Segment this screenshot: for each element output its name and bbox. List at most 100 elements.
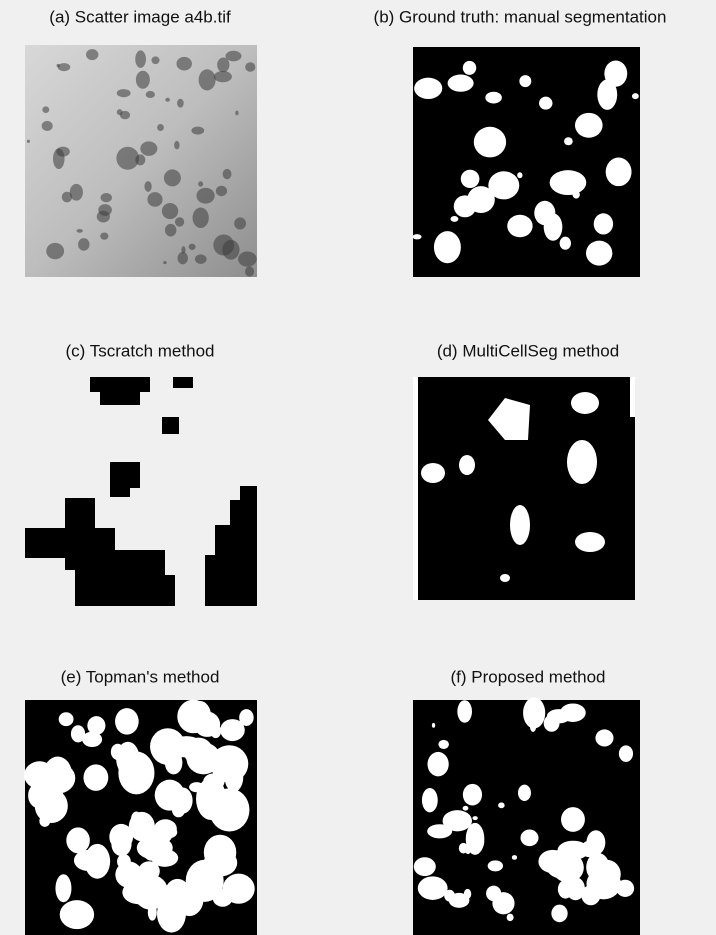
blob bbox=[27, 140, 30, 143]
blob bbox=[558, 880, 573, 899]
blob bbox=[157, 124, 164, 131]
blob bbox=[210, 724, 221, 738]
blob bbox=[486, 886, 501, 902]
blob bbox=[175, 217, 184, 226]
blob bbox=[55, 874, 71, 902]
blob bbox=[567, 440, 597, 484]
blob bbox=[507, 914, 514, 922]
blob bbox=[165, 98, 170, 102]
blob bbox=[217, 58, 229, 73]
caption: (a) Scatter image a4b.tif bbox=[49, 7, 231, 26]
blob bbox=[117, 89, 131, 97]
blob bbox=[550, 170, 587, 195]
blob bbox=[193, 207, 209, 228]
blob bbox=[140, 141, 157, 155]
blob bbox=[235, 111, 238, 116]
blob bbox=[465, 846, 471, 854]
blob bbox=[619, 745, 633, 762]
blob bbox=[551, 905, 567, 923]
blob bbox=[432, 723, 435, 728]
caption: (f) Proposed method bbox=[451, 667, 606, 686]
caption: (e) Topman's method bbox=[61, 667, 220, 686]
blob bbox=[594, 213, 613, 234]
blob bbox=[196, 188, 214, 204]
blob bbox=[199, 69, 216, 90]
blob bbox=[418, 876, 448, 900]
blob bbox=[413, 234, 422, 239]
blob bbox=[216, 186, 227, 197]
blob bbox=[604, 60, 627, 86]
blob bbox=[131, 812, 142, 827]
blob bbox=[520, 830, 538, 847]
blob bbox=[144, 181, 151, 192]
blob bbox=[464, 889, 471, 899]
blob bbox=[552, 853, 584, 883]
blob bbox=[191, 127, 204, 135]
blob bbox=[507, 215, 532, 238]
blob bbox=[586, 830, 605, 855]
blob bbox=[172, 803, 185, 817]
blob bbox=[100, 232, 108, 239]
blob bbox=[116, 147, 139, 170]
blob bbox=[82, 732, 102, 747]
blob bbox=[204, 835, 236, 870]
blob bbox=[214, 71, 232, 82]
blob bbox=[457, 700, 472, 723]
blob bbox=[52, 790, 63, 803]
blob bbox=[461, 170, 480, 188]
blob bbox=[472, 816, 477, 820]
blob bbox=[454, 195, 476, 217]
block bbox=[173, 377, 193, 388]
blob bbox=[544, 213, 563, 241]
block bbox=[162, 417, 179, 434]
blob bbox=[77, 229, 83, 233]
blob bbox=[560, 237, 571, 250]
blob bbox=[189, 782, 204, 792]
blob bbox=[98, 204, 112, 216]
blob bbox=[225, 51, 241, 62]
blob bbox=[165, 879, 189, 905]
blob bbox=[163, 261, 166, 264]
blob bbox=[195, 254, 207, 264]
blob bbox=[220, 719, 245, 741]
caption: (c) Tscratch method bbox=[66, 341, 215, 360]
blob bbox=[135, 50, 146, 68]
block bbox=[110, 462, 140, 497]
blob bbox=[517, 172, 522, 178]
edge bbox=[630, 377, 635, 417]
blob bbox=[83, 764, 108, 790]
blob bbox=[632, 93, 639, 99]
blob bbox=[564, 137, 573, 145]
blob bbox=[444, 890, 455, 902]
blob bbox=[427, 752, 448, 776]
blob bbox=[530, 722, 536, 732]
blob bbox=[58, 63, 71, 71]
blob bbox=[595, 729, 613, 746]
blob bbox=[174, 141, 179, 149]
blob bbox=[86, 49, 98, 60]
blob bbox=[59, 712, 74, 726]
blob bbox=[177, 99, 184, 108]
page: (a) Scatter image a4b.tif (b) Ground tru… bbox=[0, 0, 716, 935]
blob bbox=[245, 62, 255, 72]
blob bbox=[223, 874, 255, 904]
blob bbox=[147, 192, 162, 207]
blob bbox=[115, 708, 139, 735]
blob bbox=[165, 224, 176, 237]
blob bbox=[176, 57, 191, 71]
blob bbox=[223, 169, 232, 179]
blob bbox=[101, 193, 112, 202]
caption: (d) MultiCellSeg method bbox=[437, 341, 619, 360]
blob bbox=[575, 532, 605, 552]
blob bbox=[151, 56, 159, 64]
blob bbox=[60, 900, 94, 929]
edge bbox=[413, 377, 418, 600]
blob bbox=[42, 121, 53, 131]
blob bbox=[528, 705, 541, 714]
blob bbox=[422, 788, 438, 812]
blob bbox=[210, 745, 248, 782]
blob bbox=[189, 244, 196, 250]
blob bbox=[463, 806, 469, 811]
blob bbox=[519, 75, 531, 87]
blob bbox=[512, 855, 517, 860]
